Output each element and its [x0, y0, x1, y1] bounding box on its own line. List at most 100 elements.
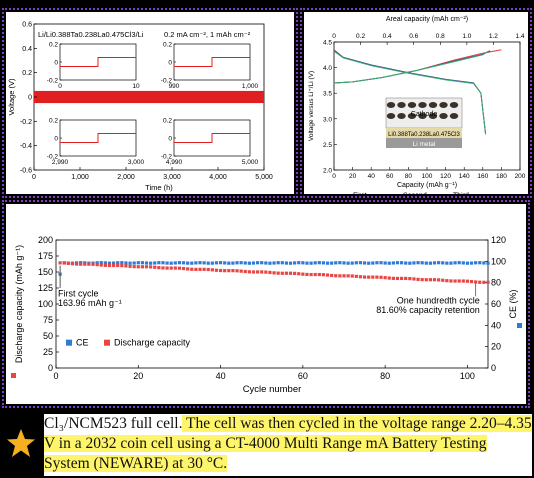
capacity-point [375, 275, 379, 279]
y-tick-label: -0.6 [20, 168, 32, 175]
last-cycle-value: 81.60% capacity retention [376, 305, 480, 315]
capacity-point [202, 267, 206, 271]
capacity-point [91, 262, 95, 266]
capacity-point [284, 271, 288, 275]
y-tick-label: 150 [38, 267, 53, 277]
top-axis-label: Areal capacity (mAh cm⁻²) [386, 16, 468, 23]
capacity-point [214, 268, 219, 272]
ce-point [445, 261, 449, 265]
y-tick-label: 125 [38, 283, 53, 293]
ce-point [103, 261, 107, 265]
ce-point [124, 261, 128, 265]
ce-point [214, 261, 219, 265]
inset-0: 0.20-0.20 10 [47, 42, 140, 91]
star-icon [7, 429, 35, 457]
capacity-point [280, 271, 284, 275]
ce-point [173, 261, 177, 265]
ce-point [235, 261, 239, 265]
cathode-label: Cathode [411, 111, 438, 118]
inset-x-start: 0 [58, 83, 62, 90]
capacity-point [107, 263, 112, 268]
top-tick-label: 1.4 [515, 33, 524, 40]
capacity-point [354, 274, 358, 278]
y-axis-label: Discharge capacity (mAh g⁻¹) [14, 245, 24, 363]
capacity-point [218, 268, 223, 273]
ce-point [288, 261, 293, 265]
capacity-point [186, 267, 190, 271]
capacity-point [79, 262, 83, 266]
particle [418, 113, 427, 119]
legend-capacity-label: Discharge capacity [114, 338, 191, 348]
capacity-point [362, 275, 367, 279]
capacity-point [445, 279, 449, 283]
capacity-point [153, 265, 157, 269]
y-tick-label: 50 [43, 331, 53, 341]
inset-x-start: 2,990 [52, 159, 69, 166]
ce-point [432, 261, 437, 265]
inset-y-tick: 0 [168, 136, 172, 143]
ce-point [116, 261, 120, 265]
capacity-point [325, 273, 330, 277]
y-tick-label: 3.0 [323, 116, 332, 123]
x-tick-label: 20 [349, 173, 357, 180]
capacity-point [95, 263, 99, 267]
ce-point [247, 261, 251, 265]
inset-y-tick: 0.2 [49, 118, 58, 125]
capacity-point [194, 267, 198, 271]
y2-tick-label: 0 [491, 363, 496, 373]
ce-point [317, 261, 321, 265]
inset-y-tick: 0.2 [163, 42, 172, 49]
ce-point [325, 261, 330, 265]
capacity-point [469, 279, 474, 284]
inset-x-end: 3,000 [128, 159, 145, 166]
y-tick-label: 75 [43, 315, 53, 325]
inset-trace [60, 57, 136, 67]
capacity-point [379, 275, 383, 279]
legend-ce-swatch [66, 339, 72, 346]
capacity-point [120, 264, 124, 268]
ce-point [379, 261, 383, 265]
electrolyte-layer [386, 128, 462, 138]
ce-point [169, 261, 173, 265]
capacity-point [371, 275, 375, 279]
capacity-point [395, 276, 400, 281]
inset-x-start: 4,990 [166, 159, 183, 166]
capacity-point [132, 265, 136, 269]
capacity-point [465, 279, 470, 283]
ce-point [367, 261, 371, 265]
top-tick-label: 0.6 [409, 33, 418, 40]
electrolyte-label: Li0.388Ta0.238La0.475Cl3 [388, 132, 460, 138]
y-tick-label: 4.0 [323, 65, 332, 72]
capacity-point [350, 274, 354, 278]
capacity-point [408, 277, 412, 281]
x-tick-label: 120 [440, 173, 451, 180]
legend-ce-label: CE [76, 338, 89, 348]
capacity-point [482, 280, 486, 284]
ce-point [313, 261, 317, 265]
top-tick-label: 0.2 [356, 33, 365, 40]
y2-axis-marker [517, 323, 522, 328]
y-tick-label: 0.4 [22, 46, 32, 53]
capacity-point [268, 270, 272, 275]
inset-y-tick: 0 [54, 60, 58, 67]
y-tick-label: -0.4 [20, 143, 32, 150]
inset-trace [60, 133, 136, 143]
ce-point [276, 261, 280, 265]
capacity-point [66, 261, 70, 265]
x-tick-label: 60 [298, 371, 308, 381]
x-tick-label: 100 [422, 173, 433, 180]
x-tick-label: 0 [32, 174, 36, 181]
x-tick-label: 0 [53, 371, 58, 381]
y-tick-label: 175 [38, 251, 53, 261]
inset-y-tick: -0.2 [161, 78, 173, 85]
particle [449, 102, 459, 108]
x-tick-label: 40 [216, 371, 226, 381]
capacity-point [231, 269, 235, 273]
y-axis-marker [11, 373, 16, 378]
capacity-point [391, 276, 395, 280]
legend-label: First [353, 193, 367, 195]
x-tick-label: 80 [405, 173, 413, 180]
capacity-point [243, 269, 247, 274]
first-cycle-value: 163.96 mAh g⁻¹ [58, 298, 122, 308]
